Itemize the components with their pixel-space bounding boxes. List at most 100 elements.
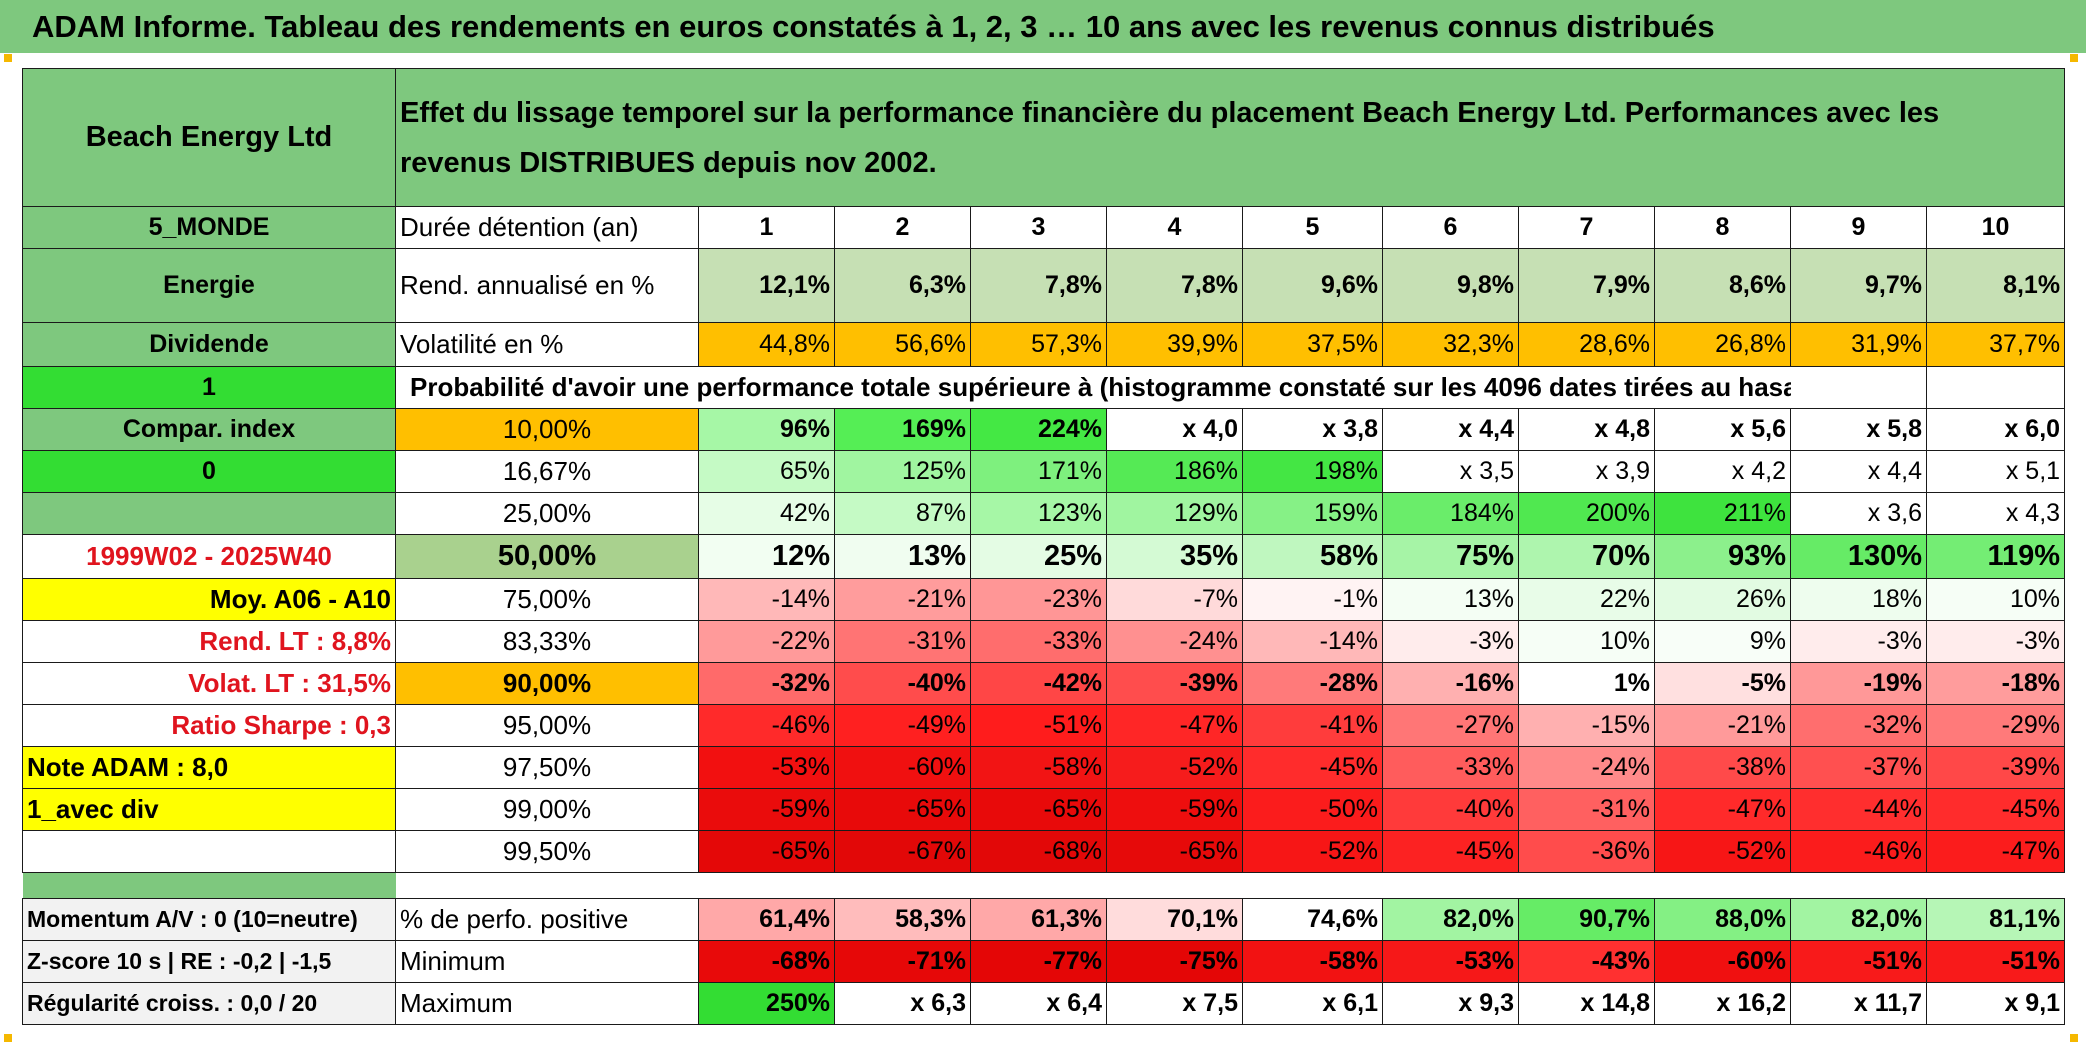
- quantile-cell: 125%: [834, 450, 971, 493]
- quantile-cell: -47%: [1654, 788, 1791, 831]
- quantile-cell: 10%: [1925, 578, 2066, 621]
- quantile-cell: 12%: [698, 534, 835, 579]
- blank-label: [22, 830, 396, 873]
- quantile-cell: 13%: [1382, 578, 1519, 621]
- minimum-cell: -75%: [1106, 940, 1243, 983]
- quantile-cell: -44%: [1790, 788, 1927, 831]
- maximum-cell: 250%: [698, 982, 835, 1025]
- quantile-cell: -46%: [1790, 830, 1927, 873]
- quantile-cell: -5%: [1654, 662, 1791, 705]
- quantile-cell: -49%: [834, 704, 971, 747]
- perfo_pos-cell: 88,0%: [1654, 898, 1791, 941]
- quantile-cell: -50%: [1242, 788, 1383, 831]
- quantile-label: 95,00%: [395, 704, 699, 747]
- minimum-cell: -51%: [1925, 940, 2066, 983]
- quantile-cell: -39%: [1106, 662, 1243, 705]
- quantile-cell: -40%: [834, 662, 971, 705]
- quantile-cell: 18%: [1790, 578, 1927, 621]
- flag-zero: 0: [22, 450, 396, 493]
- quantile-cell: -1%: [1242, 578, 1383, 621]
- perfo_pos-cell: 82,0%: [1790, 898, 1927, 941]
- perfo_pos-cell: 58,3%: [834, 898, 971, 941]
- quantile-cell: x 3,6: [1790, 492, 1927, 535]
- quantile-cell: -41%: [1242, 704, 1383, 747]
- year-header: 9: [1790, 206, 1927, 249]
- vol-cell: 56,6%: [834, 322, 971, 367]
- quantile-label: 99,00%: [395, 788, 699, 831]
- quantile-cell: -45%: [1382, 830, 1519, 873]
- quantile-cell: x 4,0: [1106, 408, 1243, 451]
- minimum-cell: -58%: [1242, 940, 1383, 983]
- quantile-cell: 211%: [1654, 492, 1791, 535]
- returns-table: Beach Energy Ltd Effet du lissage tempor…: [22, 68, 2066, 1025]
- quantile-cell: -29%: [1925, 704, 2066, 747]
- minimum-cell: -68%: [698, 940, 835, 983]
- maximum-cell: x 11,7: [1790, 982, 1927, 1025]
- quantile-cell: -36%: [1518, 830, 1655, 873]
- quantile-cell: -22%: [698, 620, 835, 663]
- quantile-cell: -31%: [834, 620, 971, 663]
- empty-cell: [1790, 366, 1927, 409]
- quantile-cell: 184%: [1382, 492, 1519, 535]
- region-label: 5_MONDE: [22, 206, 396, 249]
- maximum-cell: x 14,8: [1518, 982, 1655, 1025]
- quantile-cell: 22%: [1518, 578, 1655, 621]
- quantile-cell: -16%: [1382, 662, 1519, 705]
- quantile-cell: -24%: [1106, 620, 1243, 663]
- vol-cell: 39,9%: [1106, 322, 1243, 367]
- rend-cell: 8,1%: [1925, 248, 2066, 323]
- quantile-cell: 200%: [1518, 492, 1655, 535]
- quantile-cell: -14%: [1242, 620, 1383, 663]
- quantile-cell: -45%: [1925, 788, 2066, 831]
- quantile-cell: -23%: [970, 578, 1107, 621]
- note-adam-label: Note ADAM : 8,0: [22, 746, 396, 789]
- rend-cell: 9,8%: [1382, 248, 1519, 323]
- quantile-cell: -59%: [1106, 788, 1243, 831]
- quantile-cell: -39%: [1925, 746, 2066, 789]
- spacer-green: [22, 872, 396, 899]
- rend-label: Rend. annualisé en %: [395, 248, 699, 323]
- quantile-cell: x 5,8: [1790, 408, 1927, 451]
- quantile-cell: -38%: [1654, 746, 1791, 789]
- quantile-cell: x 3,5: [1382, 450, 1519, 493]
- quantile-cell: -47%: [1106, 704, 1243, 747]
- quantile-cell: x 3,8: [1242, 408, 1383, 451]
- quantile-cell: 186%: [1106, 450, 1243, 493]
- corner-marker: [2070, 54, 2078, 62]
- quantile-cell: 159%: [1242, 492, 1383, 535]
- quantile-cell: x 4,2: [1654, 450, 1791, 493]
- quantile-cell: -32%: [698, 662, 835, 705]
- sharpe-label: Ratio Sharpe : 0,3: [22, 704, 396, 747]
- rend-cell: 7,8%: [970, 248, 1107, 323]
- left-margin: [0, 53, 22, 1044]
- volat-lt-label: Volat. LT : 31,5%: [22, 662, 396, 705]
- quantile-cell: 198%: [1242, 450, 1383, 493]
- quantile-cell: 1%: [1518, 662, 1655, 705]
- rend-cell: 7,8%: [1106, 248, 1243, 323]
- quantile-cell: -47%: [1925, 830, 2066, 873]
- quantile-cell: 93%: [1654, 534, 1791, 579]
- quantile-cell: -53%: [698, 746, 835, 789]
- quantile-cell: 169%: [834, 408, 971, 451]
- table-description: Effet du lissage temporel sur la perform…: [394, 68, 2066, 207]
- quantile-cell: -65%: [970, 788, 1107, 831]
- rend-cell: 9,6%: [1242, 248, 1383, 323]
- quantile-cell: 10%: [1518, 620, 1655, 663]
- quantile-cell: x 6,0: [1925, 408, 2066, 451]
- corner-marker: [2070, 1034, 2078, 1042]
- spacer: [396, 873, 2065, 899]
- quantile-cell: -14%: [698, 578, 835, 621]
- quantile-cell: -59%: [698, 788, 835, 831]
- perfo_pos-cell: 82,0%: [1382, 898, 1519, 941]
- vol-cell: 37,7%: [1925, 322, 2066, 367]
- quantile-cell: -40%: [1382, 788, 1519, 831]
- period-label: 1999W02 - 2025W40: [22, 534, 396, 579]
- quantile-cell: -3%: [1925, 620, 2066, 663]
- compar-label: Compar. index: [22, 408, 396, 451]
- quantile-cell: x 5,6: [1654, 408, 1791, 451]
- right-margin: [2064, 53, 2086, 1044]
- quantile-cell: 130%: [1790, 534, 1927, 579]
- quantile-cell: -52%: [1106, 746, 1243, 789]
- quantile-label: 99,50%: [395, 830, 699, 873]
- quantile-cell: 35%: [1106, 534, 1243, 579]
